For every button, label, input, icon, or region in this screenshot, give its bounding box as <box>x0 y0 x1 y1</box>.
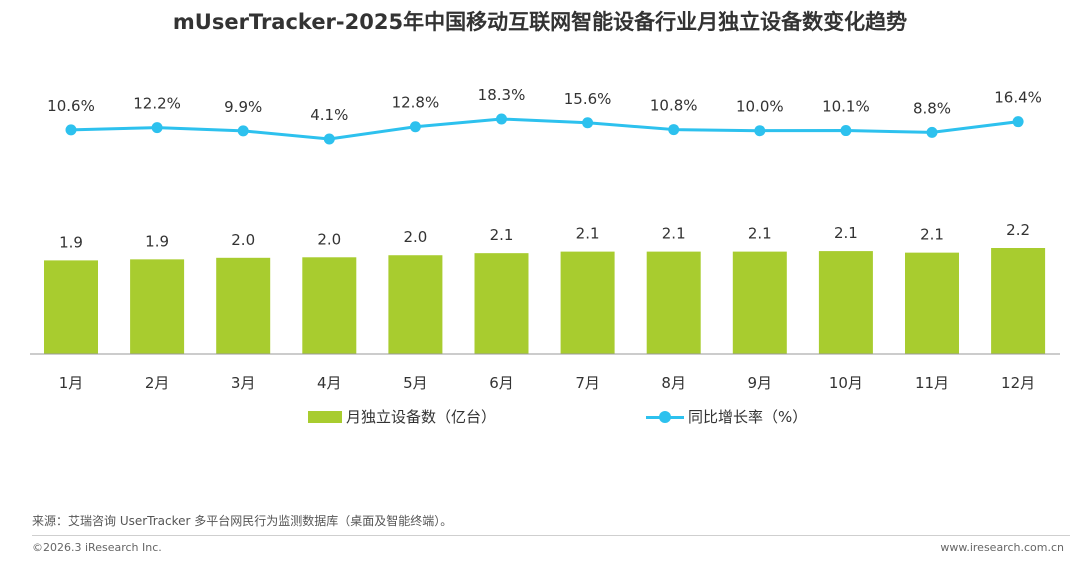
x-tick-label: 6月 <box>489 374 514 392</box>
bar-value-label: 1.9 <box>145 232 169 250</box>
legend-bar-swatch <box>308 410 342 423</box>
growth-value-label: 15.6% <box>564 90 612 108</box>
legend-bar-label: 月独立设备数（亿台） <box>346 408 497 426</box>
x-tick-label: 10月 <box>829 374 863 392</box>
growth-value-label: 18.3% <box>478 86 526 104</box>
bar <box>388 255 443 354</box>
line-layer <box>65 113 1024 145</box>
growth-point <box>1012 116 1024 128</box>
bar <box>302 257 357 354</box>
legend: 月独立设备数（亿台） 同比增长率（%） <box>0 406 1080 430</box>
bar <box>732 251 787 354</box>
growth-point <box>668 124 680 136</box>
growth-value-label: 4.1% <box>310 106 348 124</box>
bar <box>991 248 1046 354</box>
labels-layer: 1.9 1月 1.9 2月 2.0 3月 2.0 4月 2.0 5月 2.1 6月 2.1 7月 2.1 8月… <box>47 86 1042 392</box>
x-tick-label: 11月 <box>915 374 949 392</box>
bar <box>560 251 615 354</box>
growth-value-label: 8.8% <box>913 99 951 117</box>
growth-point <box>323 133 335 145</box>
growth-value-label: 10.0% <box>736 98 784 116</box>
growth-value-label: 16.4% <box>994 89 1042 107</box>
bar <box>646 251 701 354</box>
bar-value-label: 1.9 <box>59 233 83 251</box>
legend-line-label: 同比增长率（%） <box>688 408 808 426</box>
growth-value-label: 12.8% <box>392 94 440 112</box>
growth-line <box>70 117 1019 141</box>
legend-item-bar: 月独立设备数（亿台） <box>308 406 496 427</box>
x-tick-label: 1月 <box>59 374 84 392</box>
x-tick-label: 9月 <box>748 374 773 392</box>
growth-point <box>151 122 163 134</box>
x-tick-label: 7月 <box>575 374 600 392</box>
growth-value-label: 10.6% <box>47 97 95 115</box>
x-tick-label: 3月 <box>231 374 256 392</box>
bar-value-label: 2.1 <box>576 225 600 243</box>
bar-value-label: 2.0 <box>231 231 255 249</box>
website-link[interactable]: www.iresearch.com.cn <box>940 541 1064 554</box>
combo-chart: 1.9 1月 1.9 2月 2.0 3月 2.0 4月 2.0 5月 2.1 6月 2.1 7月 2.1 8月… <box>30 86 1060 392</box>
x-tick-label: 12月 <box>1001 374 1035 392</box>
growth-point <box>65 124 77 136</box>
footer-divider <box>32 535 1070 536</box>
bar <box>905 252 959 354</box>
bar-value-label: 2.2 <box>1006 221 1030 239</box>
legend-item-line: 同比增长率（%） <box>646 406 807 427</box>
source-note: 来源：艾瑞咨询 UserTracker 多平台网民行为监测数据库（桌面及智能终端… <box>32 514 453 528</box>
x-tick-label: 8月 <box>661 374 686 392</box>
growth-value-label: 9.9% <box>224 98 262 116</box>
legend-line-swatch <box>646 410 684 424</box>
growth-point <box>496 113 507 125</box>
growth-point <box>926 126 938 138</box>
bar <box>818 251 873 354</box>
bar-value-label: 2.1 <box>920 226 944 244</box>
chart-title: mUserTracker-2025年中国移动互联网智能设备行业月独立设备数变化趋… <box>172 10 908 34</box>
copyright: ©2026.3 iResearch Inc. <box>32 541 162 554</box>
x-tick-label: 2月 <box>145 374 170 392</box>
growth-point <box>237 125 249 137</box>
bar-value-label: 2.1 <box>748 225 772 243</box>
growth-point <box>754 125 766 137</box>
growth-value-label: 10.1% <box>822 98 870 116</box>
bar <box>216 257 271 354</box>
bars-layer <box>44 248 1046 354</box>
growth-point <box>409 121 421 133</box>
bar-value-label: 2.1 <box>662 225 686 243</box>
bar-value-label: 2.0 <box>317 230 341 248</box>
x-tick-label: 4月 <box>317 374 342 392</box>
bar-value-label: 2.1 <box>834 224 858 242</box>
bar-value-label: 2.0 <box>403 228 427 246</box>
growth-value-label: 10.8% <box>650 97 698 115</box>
bar <box>474 253 529 354</box>
growth-value-label: 12.2% <box>133 95 181 113</box>
growth-point <box>840 125 852 137</box>
bar-value-label: 2.1 <box>490 226 514 244</box>
bar <box>130 259 185 354</box>
bar <box>44 260 98 354</box>
growth-point <box>582 117 594 129</box>
x-tick-label: 5月 <box>403 374 428 392</box>
